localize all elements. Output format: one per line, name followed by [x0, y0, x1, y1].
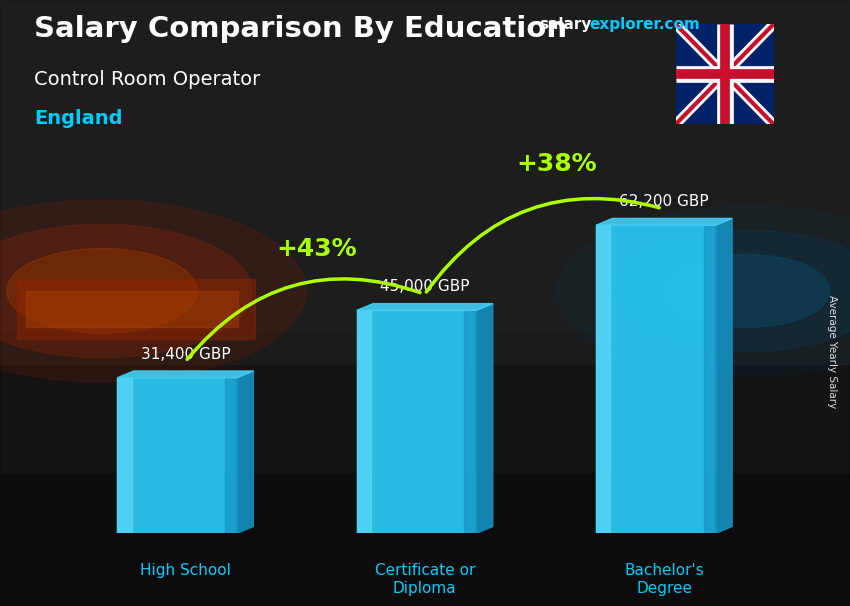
Bar [0, 333, 850, 606]
Ellipse shape [666, 255, 830, 327]
Bar [26, 291, 238, 327]
Polygon shape [704, 225, 716, 533]
Polygon shape [237, 371, 253, 533]
Text: +43%: +43% [277, 237, 357, 261]
Text: Salary Comparison By Education: Salary Comparison By Education [34, 15, 567, 43]
Polygon shape [225, 378, 237, 533]
Text: 31,400 GBP: 31,400 GBP [140, 347, 230, 362]
Polygon shape [117, 378, 132, 533]
Ellipse shape [558, 206, 850, 376]
Text: Control Room Operator: Control Room Operator [34, 70, 260, 88]
Polygon shape [596, 225, 610, 533]
Text: salary: salary [540, 17, 592, 32]
Bar [0, 473, 850, 606]
Bar [0, 0, 850, 364]
FancyArrowPatch shape [427, 199, 659, 292]
Text: High School: High School [140, 564, 231, 578]
Text: 62,200 GBP: 62,200 GBP [620, 194, 709, 209]
Polygon shape [117, 371, 253, 378]
Polygon shape [596, 218, 732, 225]
Text: Average Yearly Salary: Average Yearly Salary [827, 295, 837, 408]
Text: +38%: +38% [516, 152, 597, 176]
Polygon shape [464, 310, 476, 533]
FancyArrowPatch shape [187, 279, 420, 359]
Polygon shape [716, 218, 732, 533]
Polygon shape [357, 310, 476, 533]
Text: explorer.com: explorer.com [589, 17, 700, 32]
Text: 45,000 GBP: 45,000 GBP [380, 279, 469, 295]
Polygon shape [357, 310, 371, 533]
Text: Certificate or
Diploma: Certificate or Diploma [375, 564, 475, 596]
Bar [17, 279, 255, 339]
Polygon shape [117, 378, 237, 533]
Ellipse shape [0, 224, 252, 358]
Ellipse shape [612, 230, 850, 351]
Ellipse shape [0, 200, 306, 382]
Text: England: England [34, 109, 122, 128]
Text: Bachelor's
Degree: Bachelor's Degree [624, 564, 704, 596]
Polygon shape [357, 304, 493, 310]
Polygon shape [596, 225, 716, 533]
Polygon shape [476, 304, 493, 533]
Ellipse shape [7, 248, 197, 333]
